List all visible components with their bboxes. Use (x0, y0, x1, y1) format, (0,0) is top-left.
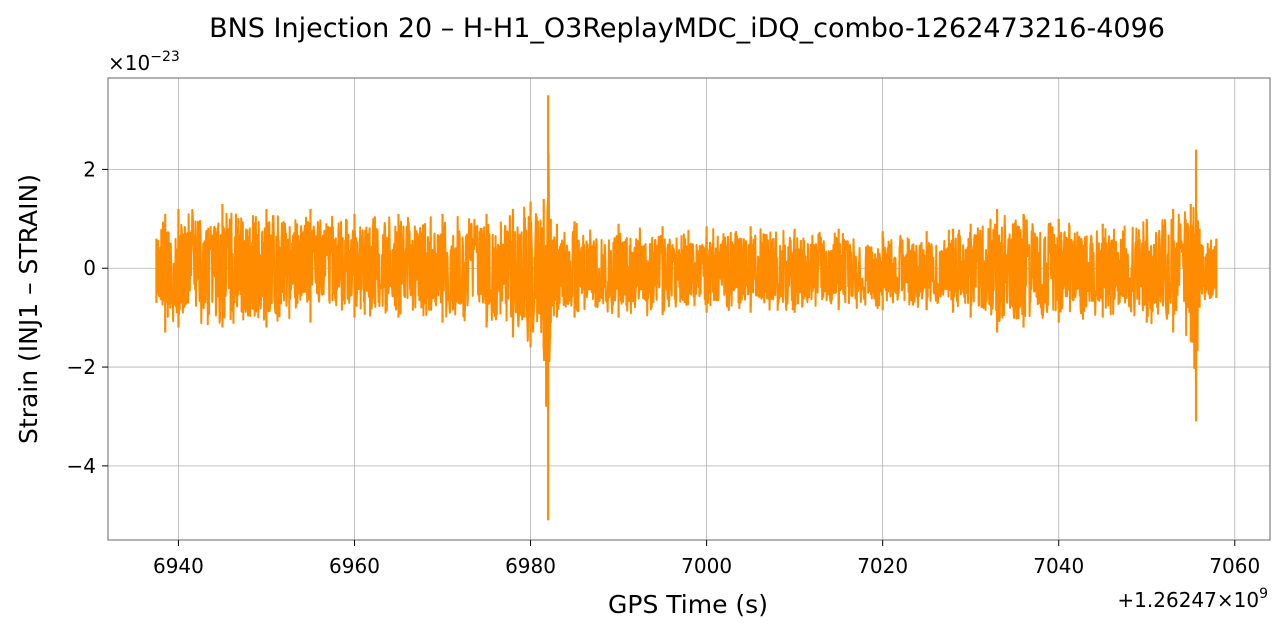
plot-frame (107, 77, 1271, 541)
x-offset-exp: 9 (1259, 586, 1268, 602)
x-offset-label: +1.26247×109 (1117, 586, 1268, 612)
y-tick-label: 2 (83, 157, 96, 181)
x-offset-base: +1.26247×10 (1117, 588, 1259, 612)
y-scale-label: ×10−23 (108, 49, 180, 75)
y-tick-label: 0 (83, 256, 96, 280)
chart-title: BNS Injection 20 – H-H1_O3ReplayMDC_iDQ_… (209, 13, 1165, 44)
x-tick-label: 7000 (681, 554, 732, 578)
y-axis-label: Strain (INJ1 – STRAIN) (14, 174, 43, 444)
x-tick-label: 7020 (857, 554, 908, 578)
ticks: 6940 6960 6980 7000 7020 7040 7060 −4 −2 0 2 (67, 157, 1261, 578)
y-tick-label: −2 (67, 355, 96, 379)
series-group (155, 95, 1218, 521)
y-scale-exp: −23 (150, 49, 180, 65)
strain-series-line (155, 152, 1218, 407)
y-scale-base: ×10 (108, 51, 150, 75)
y-tick-label: −4 (67, 454, 96, 478)
x-axis-label: GPS Time (s) (608, 590, 768, 619)
x-tick-label: 7040 (1033, 554, 1084, 578)
x-tick-label: 6960 (329, 554, 380, 578)
x-tick-label: 6980 (505, 554, 556, 578)
x-tick-label: 7060 (1209, 554, 1260, 578)
x-tick-label: 6940 (153, 554, 204, 578)
